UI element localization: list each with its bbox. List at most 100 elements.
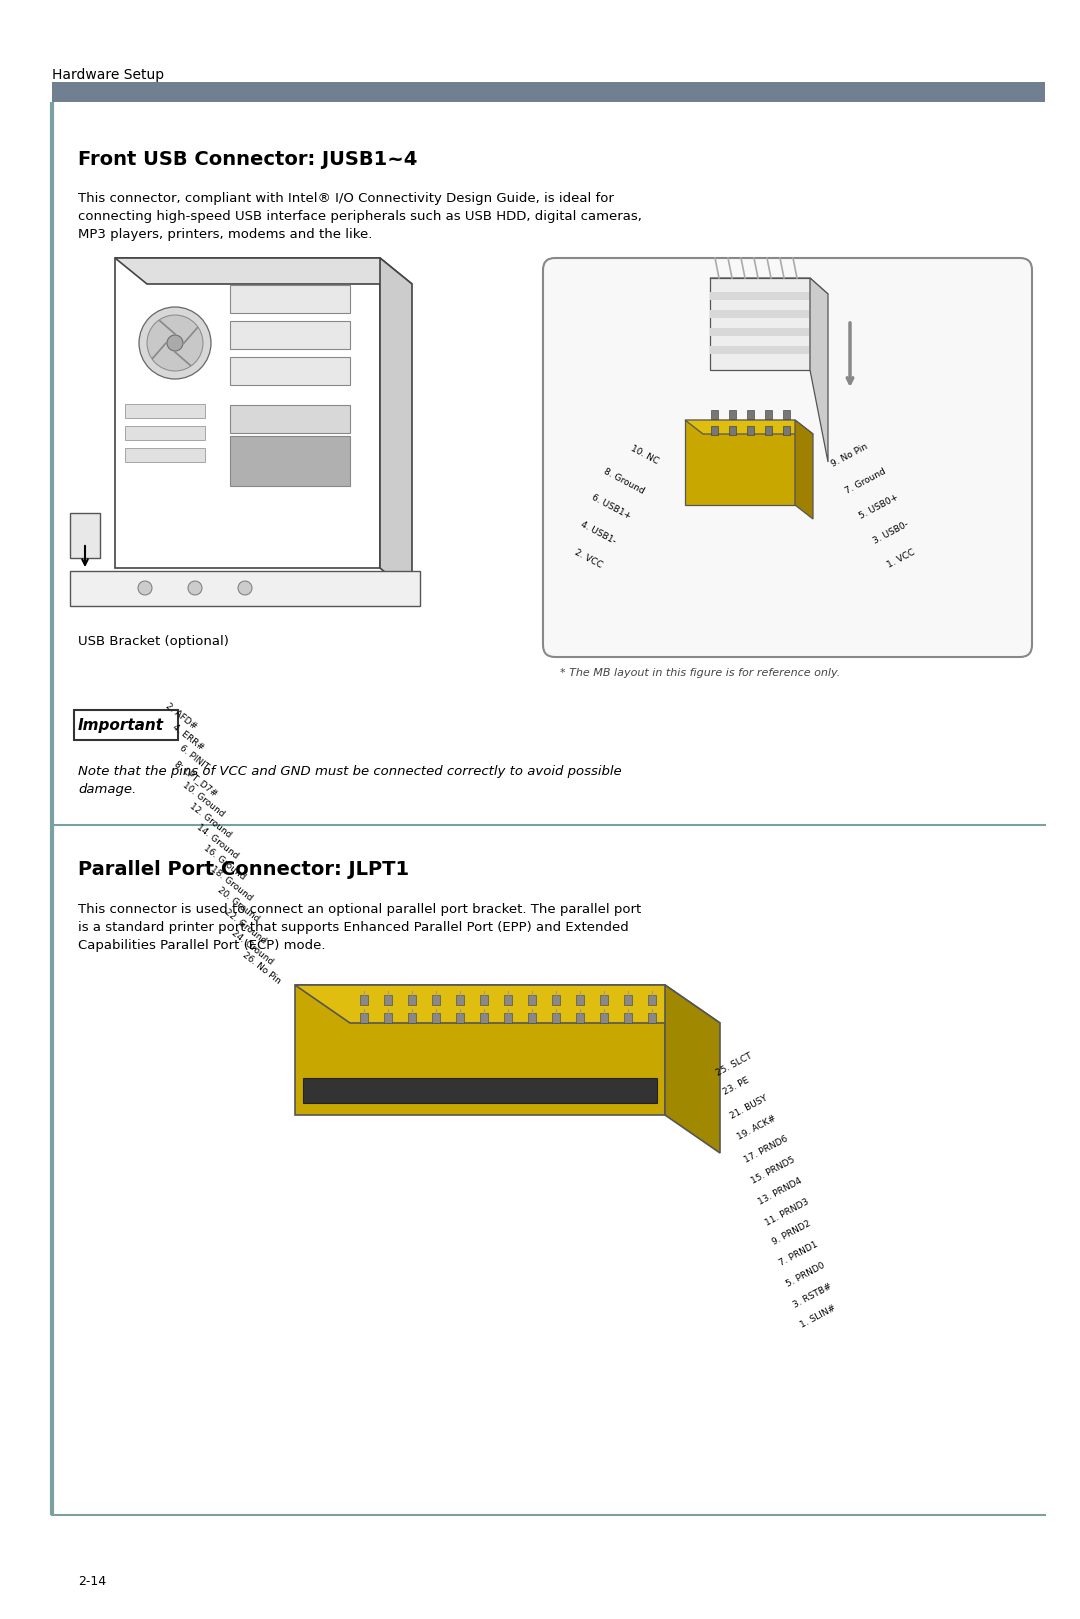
Text: 16. Ground: 16. Ground bbox=[202, 843, 247, 882]
Bar bbox=[711, 410, 718, 419]
Bar bbox=[528, 1013, 536, 1023]
Bar bbox=[710, 278, 810, 371]
Text: 19. ACK#: 19. ACK# bbox=[735, 1114, 778, 1141]
Circle shape bbox=[188, 581, 202, 596]
Text: connecting high-speed USB interface peripherals such as USB HDD, digital cameras: connecting high-speed USB interface peri… bbox=[78, 210, 642, 223]
Bar bbox=[125, 448, 205, 461]
Bar bbox=[710, 329, 810, 337]
Bar bbox=[480, 1013, 488, 1023]
Bar bbox=[711, 426, 718, 436]
Bar bbox=[710, 291, 810, 300]
Text: 2-14: 2-14 bbox=[78, 1575, 106, 1588]
Text: is a standard printer port that supports Enhanced Parallel Port (EPP) and Extend: is a standard printer port that supports… bbox=[78, 921, 629, 934]
Bar bbox=[360, 1013, 368, 1023]
Polygon shape bbox=[710, 278, 828, 295]
Text: Note that the pins of VCC and GND must be connected correctly to avoid possible: Note that the pins of VCC and GND must b… bbox=[78, 766, 622, 779]
Bar bbox=[504, 996, 512, 1005]
Text: 20. Ground: 20. Ground bbox=[216, 886, 261, 924]
Bar bbox=[765, 426, 772, 436]
Bar bbox=[765, 410, 772, 419]
Circle shape bbox=[138, 581, 152, 596]
Text: 10. Ground: 10. Ground bbox=[180, 780, 226, 819]
Bar bbox=[747, 426, 754, 436]
Text: damage.: damage. bbox=[78, 784, 136, 797]
Bar bbox=[230, 285, 350, 312]
Polygon shape bbox=[665, 984, 720, 1153]
Text: 4. USB1-: 4. USB1- bbox=[580, 520, 618, 546]
Bar bbox=[52, 83, 1045, 102]
Text: 11. PRND3: 11. PRND3 bbox=[764, 1196, 811, 1227]
Bar bbox=[70, 572, 420, 606]
Bar bbox=[729, 426, 735, 436]
Text: 3. RSTB#: 3. RSTB# bbox=[792, 1282, 834, 1310]
Text: 12. Ground: 12. Ground bbox=[188, 801, 233, 840]
Bar bbox=[783, 426, 789, 436]
Polygon shape bbox=[810, 278, 828, 461]
Text: 15. PRND5: 15. PRND5 bbox=[750, 1154, 797, 1185]
Bar bbox=[408, 1013, 416, 1023]
FancyBboxPatch shape bbox=[543, 257, 1032, 657]
Text: 26. No Pin: 26. No Pin bbox=[241, 950, 282, 986]
Bar bbox=[408, 996, 416, 1005]
Polygon shape bbox=[795, 419, 813, 520]
Bar bbox=[685, 419, 795, 505]
Bar bbox=[648, 1013, 656, 1023]
Bar bbox=[384, 1013, 392, 1023]
Bar bbox=[360, 996, 368, 1005]
Bar bbox=[295, 984, 665, 1115]
Bar bbox=[648, 996, 656, 1005]
Bar bbox=[432, 1013, 440, 1023]
Text: 13. PRND4: 13. PRND4 bbox=[757, 1175, 804, 1206]
Bar bbox=[552, 996, 561, 1005]
Text: 2. VCC: 2. VCC bbox=[573, 547, 604, 570]
Text: Hardware Setup: Hardware Setup bbox=[52, 68, 164, 83]
Bar bbox=[710, 309, 810, 317]
Bar bbox=[432, 996, 440, 1005]
Bar bbox=[456, 996, 464, 1005]
Text: 18. Ground: 18. Ground bbox=[208, 865, 254, 903]
Text: Parallel Port Connector: JLPT1: Parallel Port Connector: JLPT1 bbox=[78, 860, 409, 879]
Text: 7. PRND1: 7. PRND1 bbox=[778, 1240, 820, 1268]
Text: 5. USB0+: 5. USB0+ bbox=[858, 492, 901, 521]
Bar bbox=[783, 410, 789, 419]
Circle shape bbox=[238, 581, 252, 596]
Bar bbox=[384, 996, 392, 1005]
Text: 8. Ground: 8. Ground bbox=[603, 466, 646, 495]
Bar bbox=[303, 1078, 657, 1103]
Text: 25. SLCT: 25. SLCT bbox=[715, 1052, 754, 1078]
Text: USB Bracket (optional): USB Bracket (optional) bbox=[78, 635, 229, 648]
Bar bbox=[230, 405, 350, 432]
Bar bbox=[729, 410, 735, 419]
Text: Important: Important bbox=[78, 717, 164, 733]
Text: 1. VCC: 1. VCC bbox=[886, 547, 917, 570]
Bar bbox=[600, 1013, 608, 1023]
Polygon shape bbox=[114, 257, 411, 283]
Text: 17. PRND6: 17. PRND6 bbox=[743, 1133, 789, 1164]
Text: 6. USB1+: 6. USB1+ bbox=[590, 492, 632, 521]
Text: 14. Ground: 14. Ground bbox=[194, 822, 240, 861]
Text: 21. BUSY: 21. BUSY bbox=[729, 1093, 769, 1120]
Bar bbox=[552, 1013, 561, 1023]
Text: * The MB layout in this figure is for reference only.: * The MB layout in this figure is for re… bbox=[561, 669, 840, 678]
Bar bbox=[576, 996, 584, 1005]
Text: 7. Ground: 7. Ground bbox=[843, 466, 888, 495]
Bar bbox=[125, 405, 205, 418]
Text: 24. Ground: 24. Ground bbox=[230, 928, 275, 967]
Text: 9. No Pin: 9. No Pin bbox=[831, 442, 869, 468]
Bar bbox=[230, 321, 350, 350]
Text: 3. USB0-: 3. USB0- bbox=[872, 520, 910, 546]
Bar bbox=[528, 996, 536, 1005]
Polygon shape bbox=[295, 984, 720, 1023]
Bar bbox=[747, 410, 754, 419]
Text: Capabilities Parallel Port (ECP) mode.: Capabilities Parallel Port (ECP) mode. bbox=[78, 939, 325, 952]
Text: 6. PINIT-: 6. PINIT- bbox=[177, 743, 212, 772]
Text: 22. Ground: 22. Ground bbox=[222, 907, 268, 945]
Bar bbox=[504, 1013, 512, 1023]
Polygon shape bbox=[380, 257, 411, 594]
Bar bbox=[230, 436, 350, 486]
Text: 4. ERR#: 4. ERR# bbox=[171, 722, 205, 751]
Text: 5. PRND0: 5. PRND0 bbox=[785, 1261, 827, 1289]
Bar bbox=[710, 346, 810, 355]
Text: 2. AFD#: 2. AFD# bbox=[163, 701, 198, 730]
Bar bbox=[624, 1013, 632, 1023]
